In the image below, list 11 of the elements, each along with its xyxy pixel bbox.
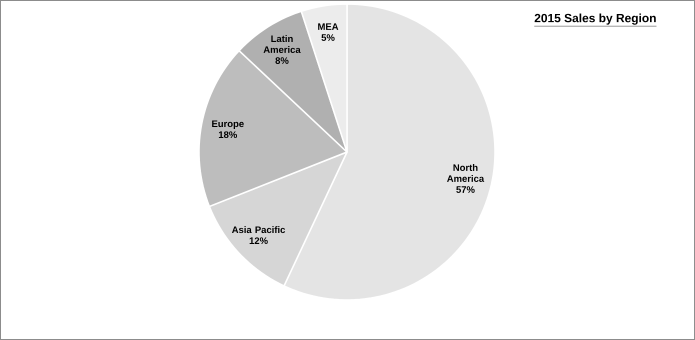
data-label: 8% [275,57,289,64]
data-label: 57% [456,186,475,193]
text: 2015 Sales by Region [534,14,656,25]
slice-label: Europe [212,120,244,129]
slice-label: Asia Pacific [232,226,286,234]
data-label: 18% [218,131,238,138]
slice-label: MEA [318,23,338,30]
data-label: 12% [250,237,268,244]
slice-label: North America [447,164,484,182]
slice-label: Latin America [264,35,301,54]
data-label: 5% [321,34,335,41]
